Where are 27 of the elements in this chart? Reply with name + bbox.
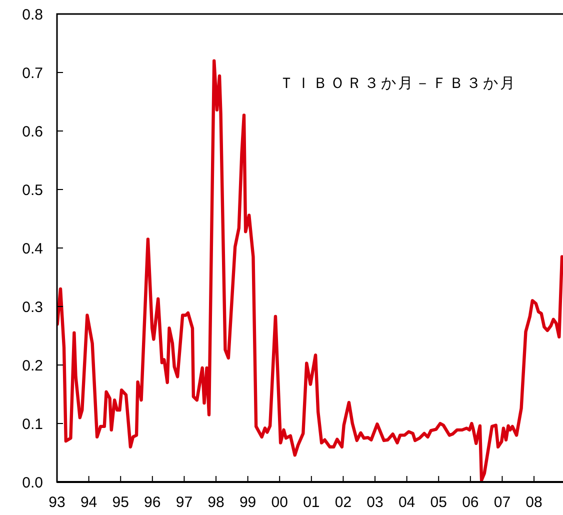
y-tick-label: 0.4 xyxy=(22,240,43,258)
y-tick-label: 0.5 xyxy=(22,182,43,199)
y-tick-label: 0.7 xyxy=(22,64,43,82)
y-tick-label: 0.3 xyxy=(22,298,43,316)
x-tick-label: 93 xyxy=(48,494,66,511)
x-tick-label: 01 xyxy=(303,494,320,511)
x-tick-label: 03 xyxy=(366,494,384,511)
x-tick-label: 96 xyxy=(144,494,161,511)
x-tick-label: 95 xyxy=(112,494,129,511)
y-tick-label: 0.0 xyxy=(22,474,43,492)
y-tick-label: 0.1 xyxy=(22,416,43,433)
x-tick-label: 02 xyxy=(334,494,352,511)
x-tick-label: 00 xyxy=(271,494,288,511)
x-tick-label: 04 xyxy=(398,494,416,511)
x-tick-label: 06 xyxy=(462,494,479,511)
y-tick-label: 0.2 xyxy=(22,357,43,374)
x-tick-label: 08 xyxy=(526,494,542,511)
line-series xyxy=(57,59,563,482)
y-tick-label: 0.8 xyxy=(22,6,43,24)
x-tick-label: 99 xyxy=(239,494,256,511)
y-tick-label: 0.6 xyxy=(22,123,43,140)
x-tick-label: 94 xyxy=(80,494,98,511)
x-tick-label: 07 xyxy=(494,494,511,511)
x-tick-label: 97 xyxy=(176,494,193,511)
annotation: ＴＩＢＯＲ３か月－ＦＢ３か月 xyxy=(279,75,517,92)
x-tick-label: 98 xyxy=(208,494,224,511)
x-tick-label: 05 xyxy=(430,494,447,511)
